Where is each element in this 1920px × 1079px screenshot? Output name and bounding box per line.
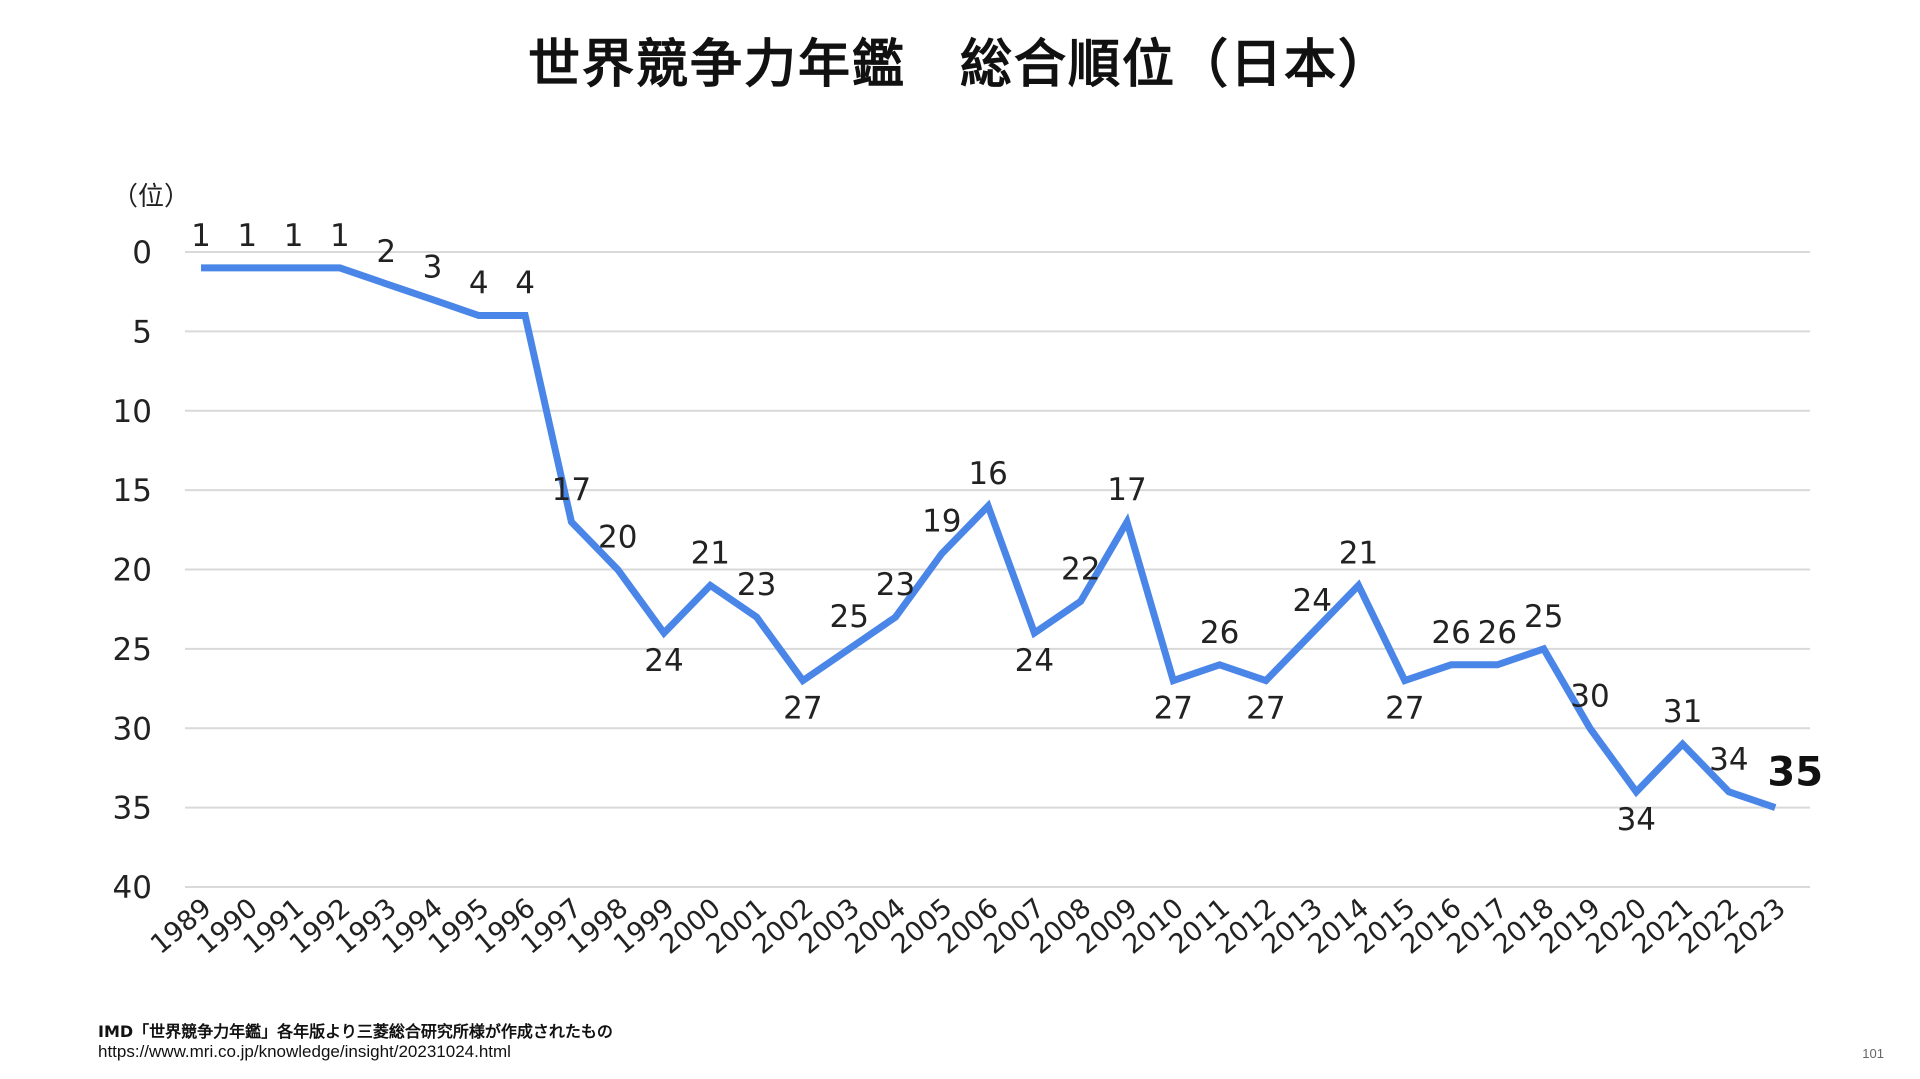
- data-label-2018: 25: [1524, 599, 1563, 635]
- data-label-1999: 24: [644, 643, 683, 679]
- data-label-2015: 27: [1385, 691, 1424, 727]
- data-label-2005: 19: [922, 504, 961, 540]
- data-label-2013: 24: [1292, 583, 1331, 619]
- data-label-2004: 23: [876, 567, 915, 603]
- data-label-2010: 27: [1154, 691, 1193, 727]
- data-label-2014: 21: [1339, 535, 1378, 571]
- data-label-2022: 34: [1709, 742, 1748, 778]
- data-label-2002: 27: [783, 691, 822, 727]
- y-tick-label-25: 25: [113, 632, 152, 668]
- y-axis-unit-label: （位）: [112, 182, 190, 212]
- data-label-2020: 34: [1617, 802, 1656, 838]
- data-label-2007: 24: [1015, 643, 1054, 679]
- data-label-1989: 1: [191, 218, 211, 254]
- slide-title: 世界競争力年鑑 総合順位（日本）: [527, 35, 1392, 95]
- data-label-1990: 1: [237, 218, 257, 254]
- source-url: https://www.mri.co.jp/knowledge/insight/…: [98, 1042, 511, 1061]
- series-line: [201, 264, 1777, 811]
- y-tick-label-35: 35: [113, 791, 152, 827]
- y-axis-tick-labels: 0 5 10 15 20 25 30 35 40: [113, 235, 152, 906]
- y-tick-label-15: 15: [113, 473, 152, 509]
- y-tick-label-20: 20: [113, 553, 152, 589]
- data-label-2008: 22: [1061, 551, 1100, 587]
- source-note: IMD「世界競争力年鑑」各年版より三菱総合研究所様が作成されたもの: [98, 1022, 613, 1041]
- data-label-2009: 17: [1107, 472, 1146, 508]
- y-tick-label-40: 40: [113, 870, 152, 906]
- data-label-1996: 4: [515, 266, 535, 302]
- data-label-1991: 1: [284, 218, 304, 254]
- x-axis-tick-labels: 1989199019911992199319941995199619971998…: [145, 893, 1792, 961]
- page-number: 101: [1862, 1046, 1884, 1061]
- y-tick-label-0: 0: [132, 235, 152, 271]
- data-label-2012: 27: [1246, 691, 1285, 727]
- data-label-2023: 35: [1767, 750, 1823, 796]
- data-label-1995: 4: [469, 266, 489, 302]
- data-label-2016: 26: [1431, 615, 1470, 651]
- data-label-1993: 2: [376, 234, 396, 270]
- grid-lines: [185, 251, 1810, 888]
- data-label-2006: 16: [968, 456, 1007, 492]
- y-tick-label-10: 10: [113, 394, 152, 430]
- ranking-line-chart: 0 5 10 15 20 25 30 35 40 19891990199119921993199…: [112, 182, 1823, 961]
- data-label-2011: 26: [1200, 615, 1239, 651]
- y-tick-label-30: 30: [113, 711, 152, 747]
- data-label-1992: 1: [330, 218, 350, 254]
- y-tick-label-5: 5: [132, 314, 152, 350]
- data-label-2019: 30: [1570, 678, 1609, 714]
- data-label-1997: 17: [552, 472, 591, 508]
- data-label-1998: 20: [598, 520, 637, 556]
- data-label-2000: 21: [691, 535, 730, 571]
- data-label-1994: 3: [423, 250, 443, 286]
- data-label-2001: 23: [737, 567, 776, 603]
- series-line-path: [201, 264, 1777, 811]
- data-labels: 1 1 1 1 2 3 4 417202421232725231916242217272627…: [191, 218, 1823, 838]
- data-label-2021: 31: [1663, 694, 1702, 730]
- data-label-2003: 25: [829, 599, 868, 635]
- data-label-2017: 26: [1478, 615, 1517, 651]
